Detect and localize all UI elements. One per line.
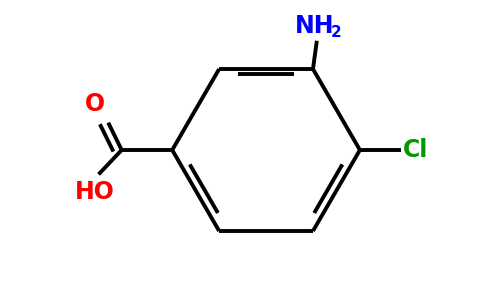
Text: O: O	[84, 92, 105, 116]
Text: NH: NH	[295, 14, 334, 38]
Text: Cl: Cl	[403, 138, 428, 162]
Text: 2: 2	[331, 25, 341, 40]
Text: HO: HO	[75, 180, 115, 204]
